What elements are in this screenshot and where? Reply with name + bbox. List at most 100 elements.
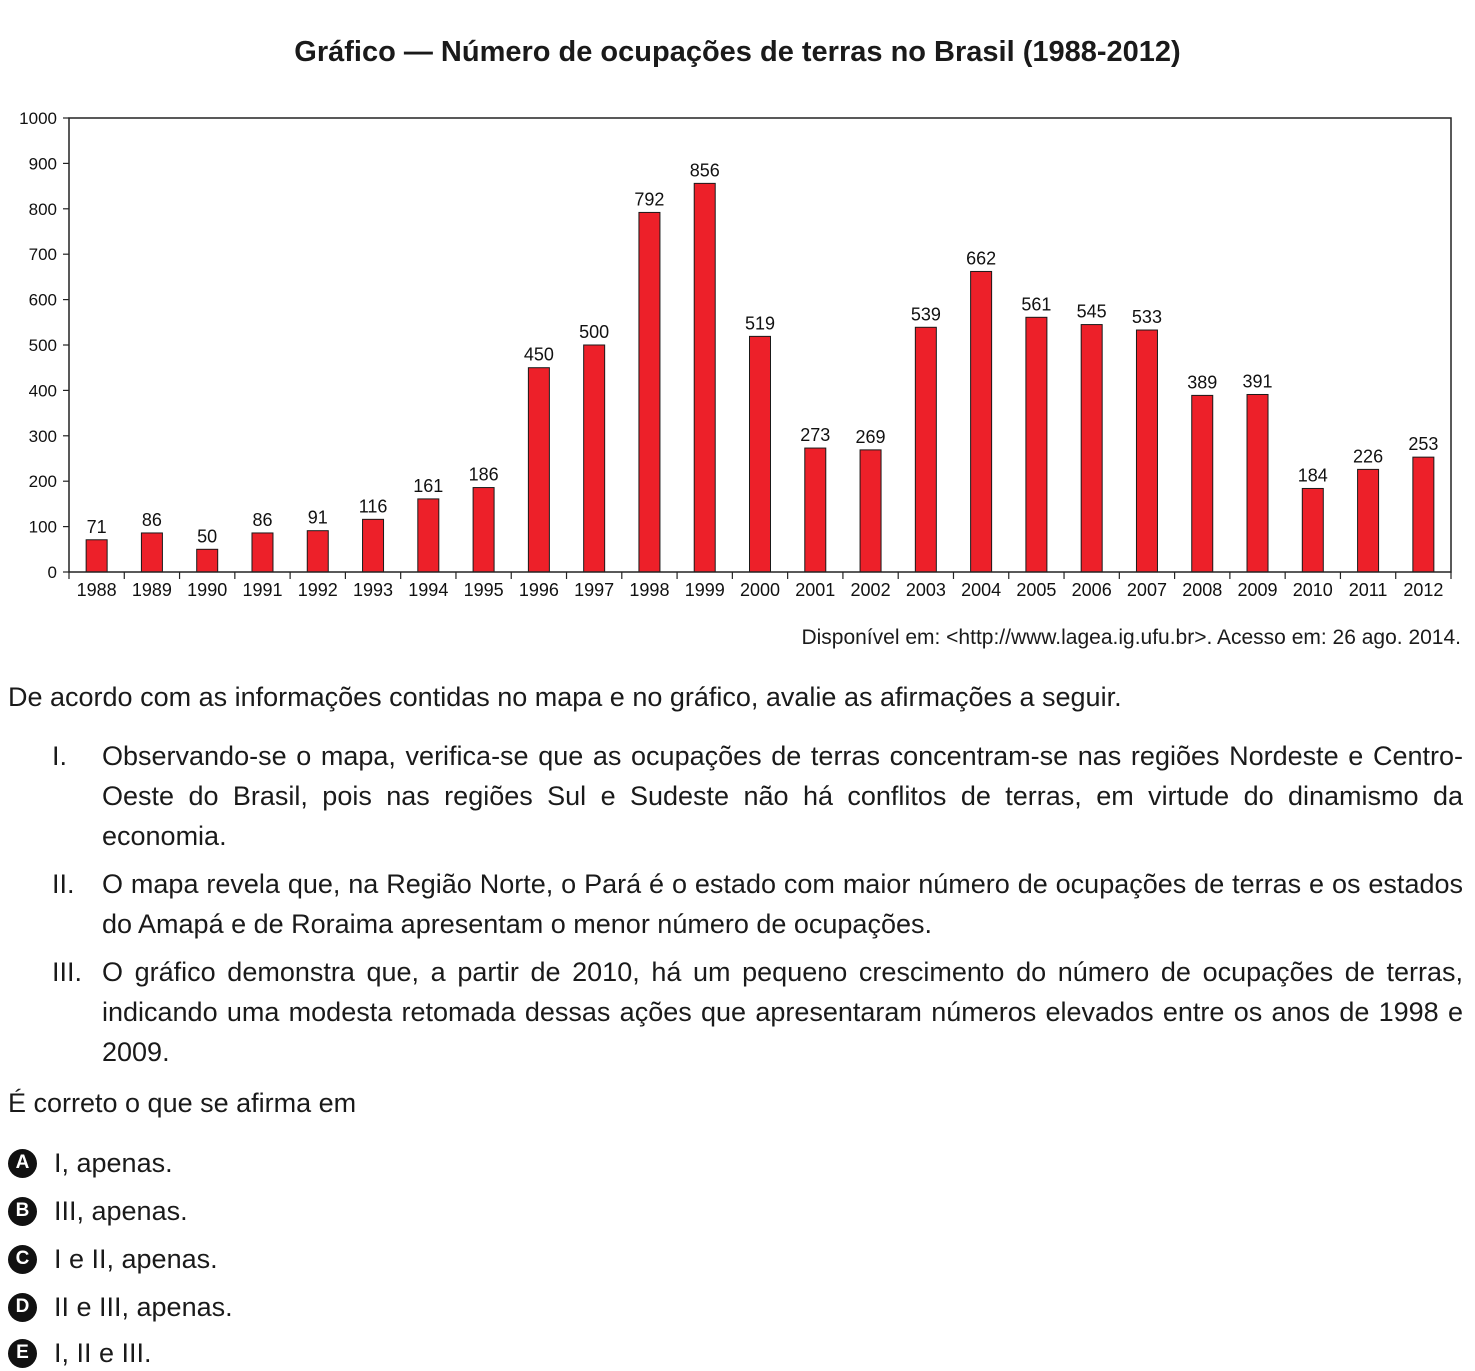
- x-tick-label: 1994: [408, 580, 448, 600]
- bar-value-label: 86: [252, 510, 272, 530]
- x-tick-label: 1993: [353, 580, 393, 600]
- y-tick-label: 0: [48, 563, 57, 582]
- chart-title: Gráfico — Número de ocupações de terras …: [294, 36, 1181, 68]
- bar: [1246, 393, 1269, 573]
- statement-3: III. O gráfico demonstra que, a partir d…: [0, 952, 1463, 1072]
- option-text: II e III, apenas.: [54, 1291, 233, 1322]
- bar-value-label: 91: [308, 508, 328, 528]
- option-text: I e II, apenas.: [54, 1243, 218, 1274]
- bar-value-label: 184: [1298, 465, 1328, 485]
- bar-value-label: 539: [911, 304, 941, 324]
- x-tick-label: 1999: [685, 580, 725, 600]
- bar: [804, 447, 827, 573]
- bar-value-label: 226: [1353, 446, 1383, 466]
- bar: [417, 498, 440, 573]
- bar-value-label: 856: [690, 160, 720, 180]
- x-tick-label: 1988: [77, 580, 117, 600]
- x-axis-ticks: 1988 1989 1990 1991 1992 1993 1994 1995 1996 1997…: [68, 572, 1452, 600]
- x-tick-label: 1998: [629, 580, 669, 600]
- y-axis-ticks: 0 100 200 300 400 500 600 700 800 900 1000: [19, 109, 69, 582]
- y-tick-label: 600: [29, 291, 57, 310]
- bar-value-label: 391: [1242, 371, 1272, 391]
- bar-value-label: 500: [579, 322, 609, 342]
- x-tick-label: 1989: [132, 580, 172, 600]
- option-text: I, apenas.: [54, 1147, 173, 1178]
- chart-source: Disponível em: <http://www.lagea.ig.ufu.…: [801, 626, 1461, 649]
- bar: [1412, 456, 1435, 573]
- bar: [362, 518, 385, 573]
- x-tick-label: 1990: [187, 580, 227, 600]
- option-text: III, apenas.: [54, 1195, 188, 1226]
- option-b[interactable]: B III, apenas.: [8, 1194, 188, 1228]
- statement-number: III.: [52, 957, 83, 987]
- y-tick-label: 200: [29, 472, 57, 491]
- bar-value-label: 533: [1132, 307, 1162, 327]
- bar-value-label: 269: [856, 427, 886, 447]
- bar: [1025, 316, 1048, 573]
- option-letter-badge: A: [8, 1148, 37, 1178]
- option-letter-badge: D: [8, 1292, 37, 1322]
- x-tick-label: 2008: [1182, 580, 1222, 600]
- bar-value-label: 50: [197, 526, 217, 546]
- bar: [693, 182, 716, 573]
- x-tick-label: 2004: [961, 580, 1001, 600]
- bar-value-label: 662: [966, 248, 996, 268]
- bar: [1191, 394, 1214, 573]
- bar: [140, 532, 163, 573]
- statement-number: I.: [52, 741, 68, 771]
- bar: [583, 344, 606, 573]
- bar-value-label: 561: [1021, 294, 1051, 314]
- bar: [1080, 324, 1103, 573]
- option-letter-badge: E: [8, 1338, 37, 1368]
- bar: [306, 530, 329, 573]
- bar-value-label: 71: [87, 517, 107, 537]
- bar-value-label: 519: [745, 313, 775, 333]
- option-c[interactable]: C I e II, apenas.: [8, 1242, 218, 1276]
- x-tick-label: 2002: [851, 580, 891, 600]
- bar: [749, 335, 771, 573]
- option-d[interactable]: D II e III, apenas.: [8, 1290, 233, 1324]
- x-tick-label: 2007: [1127, 580, 1167, 600]
- bar: [914, 326, 937, 573]
- bar-value-label: 186: [469, 465, 499, 485]
- y-tick-label: 400: [29, 381, 57, 400]
- y-tick-label: 1000: [19, 109, 57, 128]
- bar: [638, 211, 661, 573]
- bar-value-label: 116: [359, 496, 388, 516]
- bar-value-label: 253: [1408, 434, 1438, 454]
- bar: [85, 539, 108, 573]
- statement-text: O mapa revela que, na Região Norte, o Pa…: [102, 869, 1463, 939]
- question-text: É correto o que se afirma em: [8, 1088, 357, 1118]
- x-tick-label: 2012: [1403, 580, 1443, 600]
- bar: [1301, 487, 1324, 573]
- bar-value-label: 273: [800, 425, 830, 445]
- x-tick-label: 1997: [574, 580, 614, 600]
- option-e[interactable]: E I, II e III.: [8, 1336, 152, 1370]
- x-tick-label: 2006: [1072, 580, 1112, 600]
- bar-value-label: 389: [1187, 372, 1217, 392]
- bar: [251, 532, 274, 573]
- x-tick-label: 2005: [1016, 580, 1056, 600]
- y-tick-label: 100: [29, 518, 57, 537]
- bar: [196, 548, 219, 573]
- bar: [472, 487, 495, 573]
- statement-number: II.: [52, 869, 75, 899]
- statement-2: II. O mapa revela que, na Região Norte, …: [0, 864, 1463, 944]
- y-tick-label: 800: [29, 200, 57, 219]
- x-tick-label: 2001: [795, 580, 835, 600]
- bar-chart: 0 100 200 300 400 500 600 700 800 900 1000 71 86 50 8…: [19, 109, 1452, 600]
- bar-value-label: 792: [634, 189, 664, 209]
- statement-text: Observando-se o mapa, verifica-se que as…: [102, 741, 1463, 851]
- y-tick-label: 700: [29, 245, 57, 264]
- x-tick-label: 1996: [519, 580, 559, 600]
- x-tick-label: 2003: [906, 580, 946, 600]
- statement-text: O gráfico demonstra que, a partir de 201…: [102, 957, 1463, 1067]
- x-tick-label: 2000: [740, 580, 780, 600]
- bars: [85, 182, 1435, 573]
- bar: [527, 367, 550, 573]
- y-tick-label: 500: [29, 336, 57, 355]
- bar: [970, 270, 993, 573]
- y-tick-label: 900: [29, 154, 57, 173]
- x-tick-label: 1995: [464, 580, 504, 600]
- option-a[interactable]: A I, apenas.: [8, 1146, 173, 1180]
